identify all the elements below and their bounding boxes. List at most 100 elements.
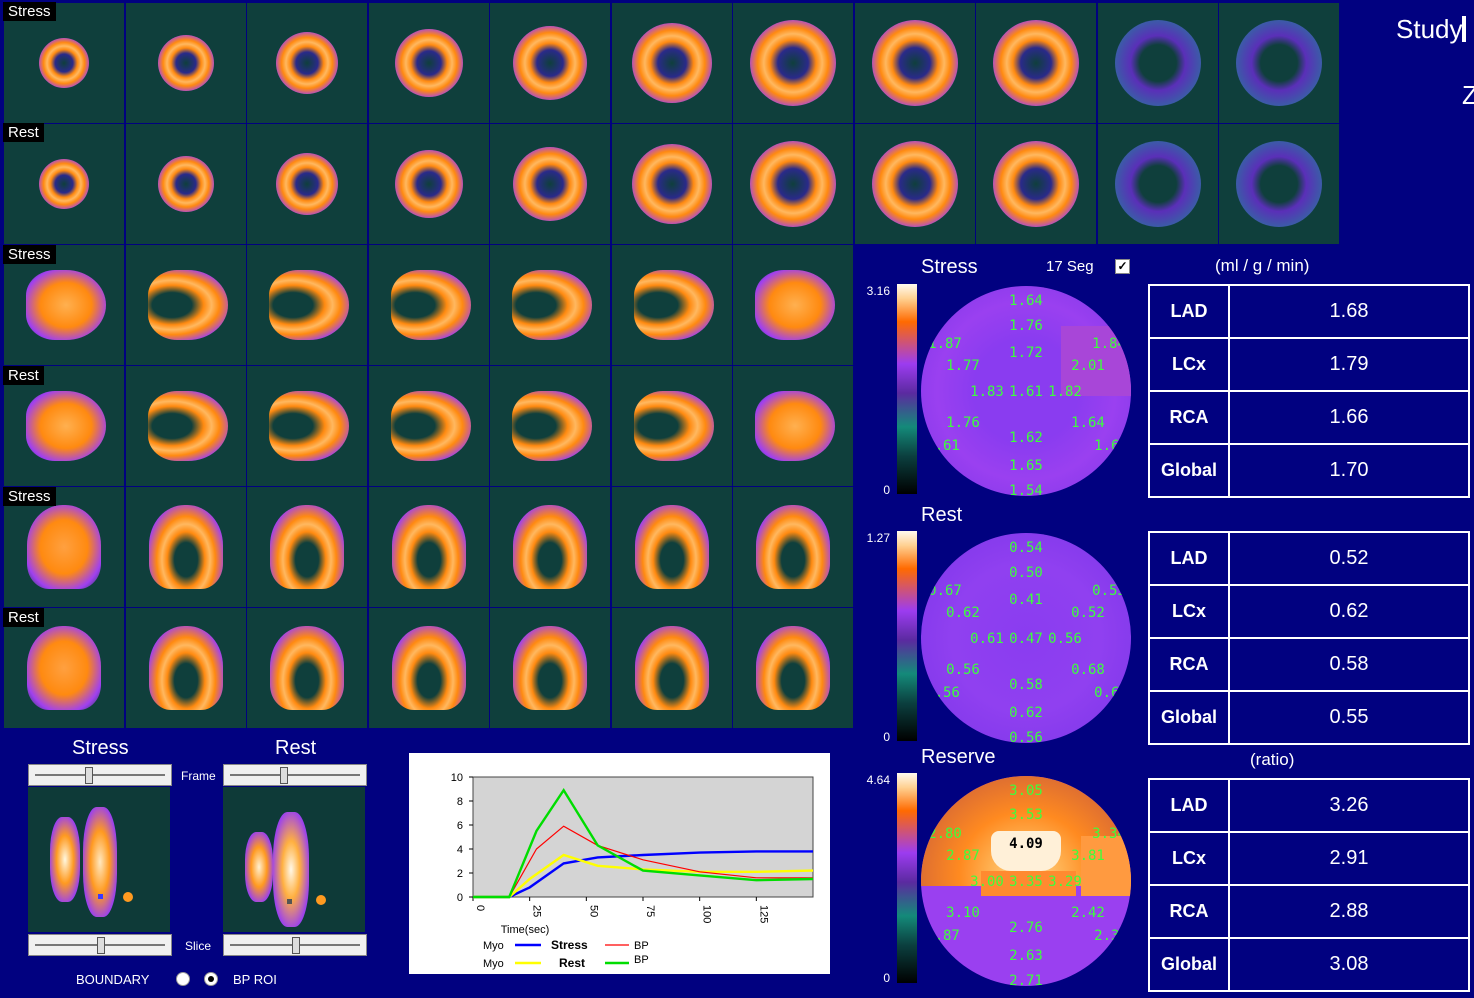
slice-tile[interactable] <box>611 245 732 365</box>
rest-frame-image[interactable] <box>223 787 365 932</box>
seg-checkbox[interactable]: ✓ <box>1115 259 1130 274</box>
slice-tile[interactable] <box>368 3 489 123</box>
slice-tile[interactable] <box>125 124 246 244</box>
slice-tile[interactable] <box>247 3 367 123</box>
slice-tile[interactable] <box>368 487 489 607</box>
slice-tile[interactable] <box>4 366 124 486</box>
stress-frame-image[interactable] <box>28 787 170 932</box>
stress-slice-thumb[interactable] <box>97 937 105 954</box>
slice-tile[interactable] <box>976 3 1096 123</box>
polar-segment-value: 1.61 <box>926 438 960 454</box>
myocardium-shape <box>27 505 101 589</box>
row-label-stress-short-axis: Stress <box>3 2 56 21</box>
slice-tile[interactable] <box>490 487 610 607</box>
slice-tile[interactable] <box>4 245 124 365</box>
slice-tile[interactable] <box>125 245 246 365</box>
slice-tile[interactable] <box>854 3 975 123</box>
myocardium-shape <box>157 35 214 91</box>
polar-segment-value: 2.71 <box>1009 973 1043 986</box>
polar-segment-value: 1.83 <box>970 384 1004 400</box>
frame-label: Frame <box>181 769 216 783</box>
slice-tile[interactable] <box>611 124 732 244</box>
boundary-label: BOUNDARY <box>76 972 150 987</box>
myocardium-shape <box>148 505 223 589</box>
slice-tile[interactable] <box>611 366 732 486</box>
legend-stress-label: Stress <box>551 938 588 952</box>
slice-tile[interactable] <box>247 608 367 728</box>
polar-segment-value: 0.52 <box>1071 605 1105 621</box>
seg-count-label: 17 Seg <box>1046 258 1094 275</box>
rest-slice-thumb[interactable] <box>292 937 300 954</box>
x-tick-label: 25 <box>531 905 543 917</box>
slice-tile[interactable] <box>4 487 124 607</box>
bottom-rest-title: Rest <box>275 737 317 759</box>
slice-tile[interactable] <box>1097 3 1218 123</box>
legend-bp-label: BP <box>634 940 649 952</box>
myocardium-shape <box>512 391 592 461</box>
slice-tile[interactable] <box>4 608 124 728</box>
slice-tile[interactable] <box>368 124 489 244</box>
slice-tile[interactable] <box>490 3 610 123</box>
slice-tile[interactable] <box>611 3 732 123</box>
myocardium-shape <box>394 150 463 218</box>
slice-label: Slice <box>185 939 212 953</box>
slice-tile[interactable] <box>125 487 246 607</box>
slice-tile[interactable] <box>611 487 732 607</box>
stress-blob-left <box>50 817 80 902</box>
slice-tile[interactable] <box>733 3 853 123</box>
slice-tile[interactable] <box>368 366 489 486</box>
flow-table-key: Global <box>1148 443 1230 498</box>
y-tick-label: 2 <box>457 868 463 880</box>
stress-frame-thumb[interactable] <box>84 767 93 784</box>
flow-table-row: LAD 1.68 <box>1148 284 1470 339</box>
slice-tile[interactable] <box>125 3 246 123</box>
myocardium-shape <box>1114 20 1201 106</box>
rest-frame-slider[interactable] <box>223 764 367 786</box>
slice-tile[interactable] <box>490 245 610 365</box>
slice-tile[interactable] <box>733 608 853 728</box>
slice-tile[interactable] <box>4 3 124 123</box>
slice-tile[interactable] <box>125 366 246 486</box>
rest-slice-slider[interactable] <box>223 934 367 956</box>
series-line <box>473 787 814 899</box>
slice-tile[interactable] <box>247 245 367 365</box>
flow-table-key: LCx <box>1148 831 1230 886</box>
slice-tile[interactable] <box>490 366 610 486</box>
polar-segment-value: 2.76 <box>1009 920 1043 936</box>
stress-frame-slider[interactable] <box>28 764 172 786</box>
slice-tile[interactable] <box>247 366 367 486</box>
polar-segment-value: 1.62 <box>1009 430 1043 446</box>
boundary-radio[interactable] <box>176 972 190 986</box>
flow-table-key: Global <box>1148 937 1230 992</box>
stress-slice-slider[interactable] <box>28 934 172 956</box>
slice-tile[interactable] <box>733 245 853 365</box>
reserve-color-scale <box>897 773 917 983</box>
slice-tile[interactable] <box>854 124 975 244</box>
myocardium-shape <box>633 270 714 340</box>
legend-myo-label: Myo <box>483 940 504 952</box>
slice-tile[interactable] <box>247 124 367 244</box>
slice-tile[interactable] <box>368 245 489 365</box>
slice-tile[interactable] <box>490 124 610 244</box>
y-tick-label: 8 <box>457 796 463 808</box>
slice-tile[interactable] <box>1219 3 1339 123</box>
myocardium-shape <box>512 270 592 340</box>
slice-tile[interactable] <box>1219 124 1339 244</box>
rest-frame-thumb[interactable] <box>279 767 288 784</box>
slice-tile[interactable] <box>368 608 489 728</box>
flow-table-key: LAD <box>1148 531 1230 586</box>
flow-table-value: 0.62 <box>1228 584 1470 639</box>
bp-roi-radio[interactable] <box>204 972 218 986</box>
slice-tile[interactable] <box>125 608 246 728</box>
slice-tile[interactable] <box>1097 124 1218 244</box>
slice-tile[interactable] <box>4 124 124 244</box>
slice-tile[interactable] <box>733 124 853 244</box>
slice-tile[interactable] <box>733 366 853 486</box>
slice-tile[interactable] <box>490 608 610 728</box>
slice-tile[interactable] <box>247 487 367 607</box>
slice-tile[interactable] <box>976 124 1096 244</box>
slice-tile[interactable] <box>611 608 732 728</box>
slice-tile[interactable] <box>733 487 853 607</box>
reserve-mid-region <box>981 871 1076 896</box>
